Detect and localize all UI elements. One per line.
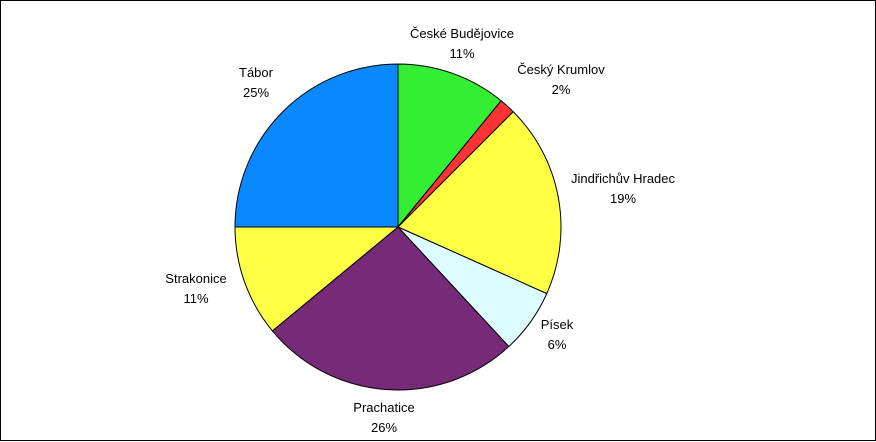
pie-slice	[234, 226, 400, 332]
pie-slice	[397, 111, 562, 295]
slice-percent-label: 11%	[449, 46, 474, 61]
slice-name-label: Tábor	[239, 65, 274, 80]
pie-labels: České Budějovice 11% Český Krumlov 2% Jindři…	[165, 26, 675, 435]
pie-slice	[397, 63, 502, 229]
slice-name-label: Prachatice	[353, 400, 414, 415]
slice-name-label: Jindřichův Hradec	[571, 171, 676, 186]
pie-slices	[234, 63, 562, 391]
slice-name-label: České Budějovice	[410, 26, 514, 41]
slice-name-label: Český Krumlov	[517, 62, 605, 77]
slice-percent-label: 6%	[548, 337, 567, 352]
slice-name-label: Písek	[541, 317, 574, 332]
pie-slice	[271, 226, 510, 391]
pie-slice	[234, 63, 399, 228]
slice-percent-label: 2%	[552, 82, 571, 97]
slice-percent-label: 26%	[371, 420, 397, 435]
slice-percent-label: 19%	[610, 191, 636, 206]
slice-percent-label: 25%	[243, 85, 269, 100]
slice-percent-label: 11%	[183, 291, 208, 306]
slice-name-label: Strakonice	[165, 271, 226, 286]
